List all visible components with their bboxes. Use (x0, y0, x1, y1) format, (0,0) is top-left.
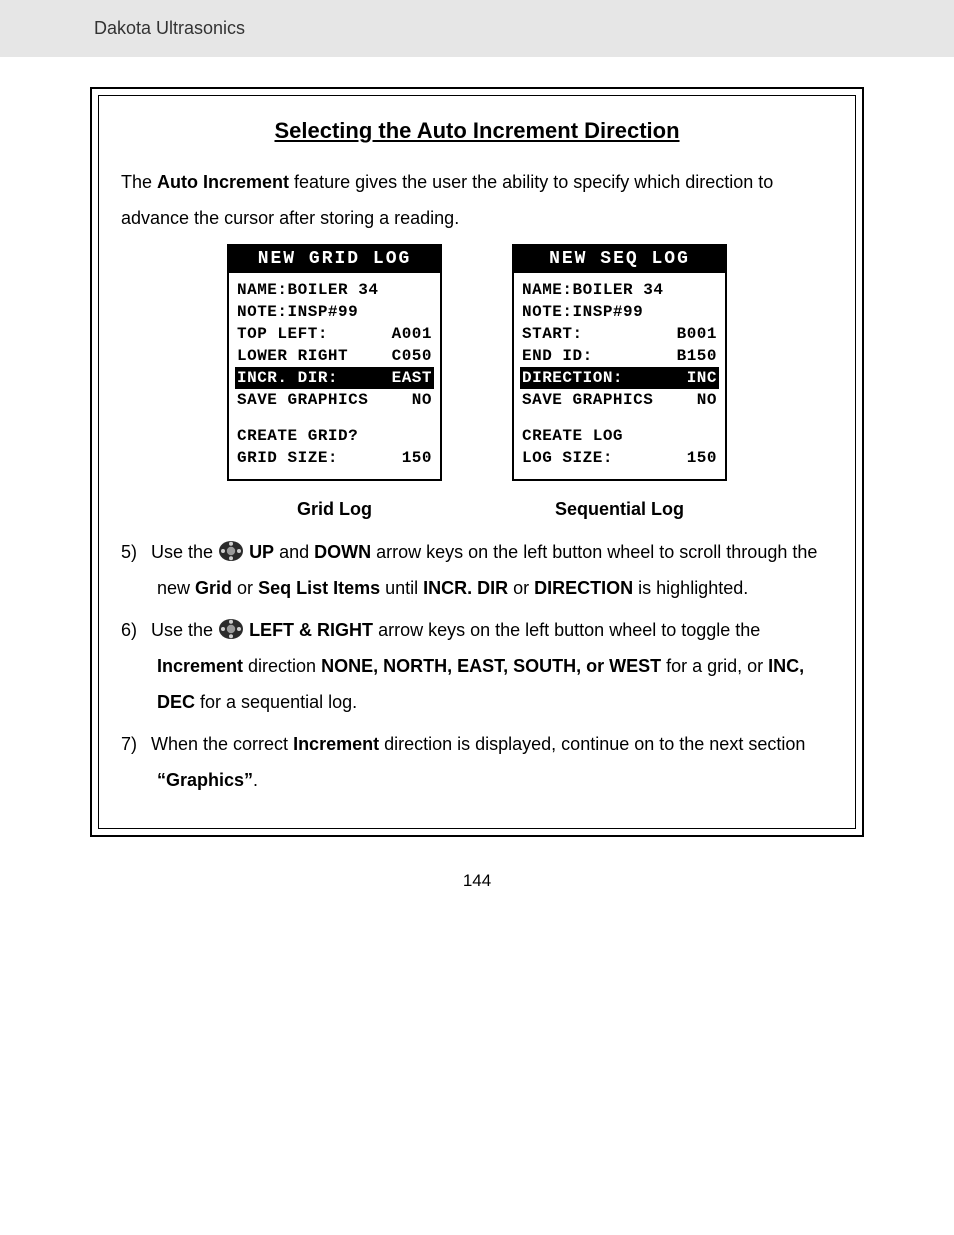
grid-screen-body: NAME:BOILER 34 NOTE:INSP#99 TOP LEFT: A001 L… (229, 273, 440, 479)
lcd-row: NOTE:INSP#99 (520, 301, 719, 323)
lcd-row: START: B001 (520, 323, 719, 345)
step-number: 6) (121, 612, 151, 648)
lcd-row: LOG SIZE: 150 (520, 447, 719, 469)
lcd-label: NOTE:INSP#99 (522, 304, 643, 320)
step-7: 7)When the correct Increment direction i… (121, 726, 833, 798)
step-text: Use the (151, 542, 218, 562)
step-text: When the correct (151, 734, 293, 754)
screens-row: NEW GRID LOG NAME:BOILER 34 NOTE:INSP#99 T… (121, 244, 833, 481)
lcd-label: START: (522, 326, 583, 342)
step-bold: DIRECTION (534, 578, 633, 598)
lcd-row: NOTE:INSP#99 (235, 301, 434, 323)
lcd-value: A001 (392, 326, 432, 342)
button-wheel-icon (218, 618, 244, 640)
lcd-row: SAVE GRAPHICS NO (520, 389, 719, 411)
section-title: Selecting the Auto Increment Direction (121, 118, 833, 144)
lcd-value: C050 (392, 348, 432, 364)
step-text: . (253, 770, 258, 790)
lcd-row: INCR. DIR: EAST (235, 367, 434, 389)
lcd-label: NAME:BOILER 34 (522, 282, 663, 298)
lcd-value: B001 (677, 326, 717, 342)
step-text: is highlighted. (633, 578, 748, 598)
lcd-row: SAVE GRAPHICS NO (235, 389, 434, 411)
seq-screen-title: NEW SEQ LOG (514, 246, 725, 273)
lcd-row: DIRECTION: INC (520, 367, 719, 389)
intro-paragraph: The Auto Increment feature gives the use… (121, 164, 833, 236)
lcd-row: CREATE LOG (520, 425, 719, 447)
step-number: 5) (121, 534, 151, 570)
grid-caption: Grid Log (227, 499, 442, 520)
lcd-value: EAST (392, 370, 432, 386)
lcd-label: NOTE:INSP#99 (237, 304, 358, 320)
intro-bold: Auto Increment (157, 172, 289, 192)
lcd-row: GRID SIZE: 150 (235, 447, 434, 469)
lcd-label: CREATE GRID? (237, 428, 358, 444)
lcd-row: LOWER RIGHT C050 (235, 345, 434, 367)
lcd-label: NAME:BOILER 34 (237, 282, 378, 298)
step-bold: NONE, NORTH, EAST, SOUTH, or WEST (321, 656, 661, 676)
lcd-value: INC (687, 370, 717, 386)
lcd-gap (235, 411, 434, 425)
step-bold: LEFT & RIGHT (249, 620, 373, 640)
brand-text: Dakota Ultrasonics (94, 18, 245, 38)
steps-list: 5)Use the UP and DOWN arrow keys on the … (121, 534, 833, 798)
lcd-label: SAVE GRAPHICS (522, 392, 653, 408)
step-bold: “Graphics” (157, 770, 253, 790)
step-bold: Grid (195, 578, 232, 598)
step-text: arrow keys on the left button wheel to t… (373, 620, 760, 640)
lcd-row: NAME:BOILER 34 (235, 279, 434, 301)
grid-log-screen: NEW GRID LOG NAME:BOILER 34 NOTE:INSP#99 T… (227, 244, 442, 481)
step-bold: DOWN (314, 542, 371, 562)
lcd-label: CREATE LOG (522, 428, 623, 444)
step-number: 7) (121, 726, 151, 762)
page-number: 144 (90, 871, 864, 891)
step-text: for a sequential log. (195, 692, 357, 712)
lcd-value: 150 (687, 450, 717, 466)
outer-frame: Selecting the Auto Increment Direction T… (90, 87, 864, 837)
step-5: 5)Use the UP and DOWN arrow keys on the … (121, 534, 833, 606)
step-bold: Increment (157, 656, 243, 676)
page-body: Selecting the Auto Increment Direction T… (0, 57, 954, 931)
seq-caption: Sequential Log (512, 499, 727, 520)
grid-screen-title: NEW GRID LOG (229, 246, 440, 273)
button-wheel-icon (218, 540, 244, 562)
lcd-row: END ID: B150 (520, 345, 719, 367)
lcd-label: INCR. DIR: (237, 370, 338, 386)
intro-text: The (121, 172, 157, 192)
seq-log-screen: NEW SEQ LOG NAME:BOILER 34 NOTE:INSP#99 ST… (512, 244, 727, 481)
lcd-label: GRID SIZE: (237, 450, 338, 466)
captions-row: Grid Log Sequential Log (121, 499, 833, 520)
step-text: or (508, 578, 534, 598)
lcd-label: LOWER RIGHT (237, 348, 348, 364)
step-text: direction (243, 656, 321, 676)
step-bold: UP (249, 542, 274, 562)
step-text: and (274, 542, 314, 562)
lcd-value: NO (697, 392, 717, 408)
lcd-label: DIRECTION: (522, 370, 623, 386)
step-text: Use the (151, 620, 218, 640)
step-6: 6)Use the LEFT & RIGHT arrow keys on the… (121, 612, 833, 720)
lcd-value: 150 (402, 450, 432, 466)
step-text: direction is displayed, continue on to t… (379, 734, 805, 754)
lcd-label: SAVE GRAPHICS (237, 392, 368, 408)
lcd-value: B150 (677, 348, 717, 364)
step-text: or (232, 578, 258, 598)
lcd-gap (520, 411, 719, 425)
step-text: for a grid, or (661, 656, 768, 676)
step-bold: Seq List Items (258, 578, 380, 598)
page-header: Dakota Ultrasonics (0, 0, 954, 57)
lcd-label: TOP LEFT: (237, 326, 328, 342)
lcd-label: END ID: (522, 348, 593, 364)
lcd-label: LOG SIZE: (522, 450, 613, 466)
lcd-row: CREATE GRID? (235, 425, 434, 447)
step-bold: Increment (293, 734, 379, 754)
lcd-value: NO (412, 392, 432, 408)
step-bold: INCR. DIR (423, 578, 508, 598)
lcd-row: TOP LEFT: A001 (235, 323, 434, 345)
seq-screen-body: NAME:BOILER 34 NOTE:INSP#99 START: B001 END … (514, 273, 725, 479)
inner-frame: Selecting the Auto Increment Direction T… (98, 95, 856, 829)
lcd-row: NAME:BOILER 34 (520, 279, 719, 301)
step-text: until (380, 578, 423, 598)
